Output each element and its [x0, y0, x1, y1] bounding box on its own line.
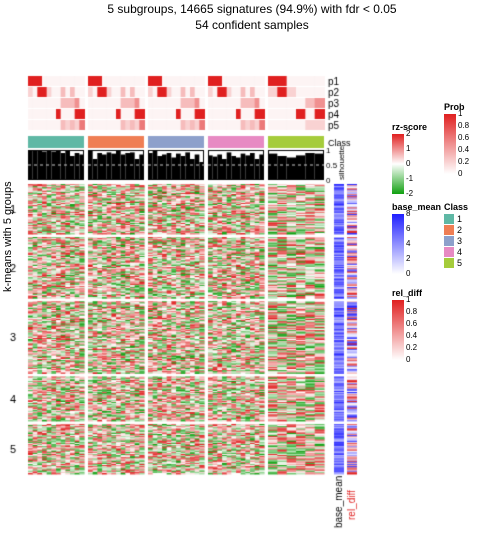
- legend-basemean-gradient: 02468: [392, 214, 404, 274]
- chart-subtitle: 54 confident samples: [0, 18, 504, 32]
- y-axis-label: k-means with 5 groups: [2, 181, 14, 292]
- legend-basemean-title: base_mean: [392, 202, 441, 212]
- legend-prob: Prob 00.20.40.60.81: [444, 102, 465, 174]
- legend-class-item: 1: [444, 214, 468, 224]
- legend-prob-gradient: 00.20.40.60.81: [444, 114, 456, 174]
- legend-class: Class 12345: [444, 202, 468, 269]
- heatmap-canvas: [0, 36, 504, 540]
- legend-class-item: 5: [444, 258, 468, 268]
- legend-class-item: 4: [444, 247, 468, 257]
- legend-class-item: 3: [444, 236, 468, 246]
- legend-zscore: rz-score -2-1012: [392, 122, 427, 194]
- legend-reldiff: rel_diff 00.20.40.60.81: [392, 288, 422, 360]
- legend-class-item: 2: [444, 225, 468, 235]
- chart-title: 5 subgroups, 14665 signatures (94.9%) wi…: [0, 2, 504, 16]
- legend-basemean: base_mean 02468: [392, 202, 441, 274]
- legend-class-title: Class: [444, 202, 468, 212]
- legend-zscore-gradient: -2-1012: [392, 134, 404, 194]
- legend-reldiff-gradient: 00.20.40.60.81: [392, 300, 404, 360]
